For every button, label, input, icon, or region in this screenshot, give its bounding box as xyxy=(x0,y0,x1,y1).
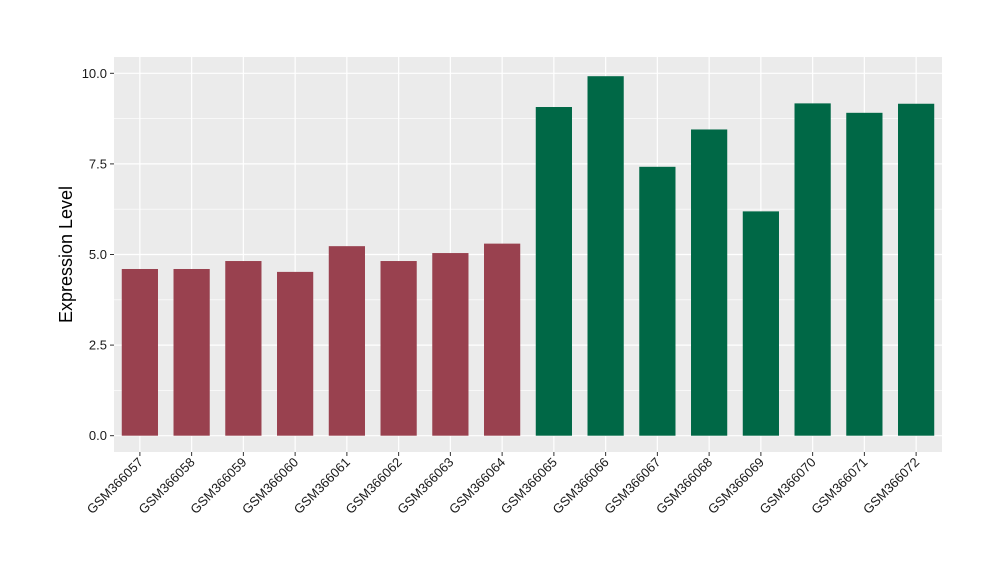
bar-GSM366065 xyxy=(535,107,572,436)
y-axis-title: Expression Level xyxy=(56,186,76,323)
x-axis: GSM366057GSM366058GSM366059GSM366060GSM3… xyxy=(84,452,922,517)
bar-GSM366072 xyxy=(898,103,935,436)
bar-GSM366066 xyxy=(587,76,624,436)
x-tick-label: GSM366072 xyxy=(860,455,922,517)
bar-GSM366070 xyxy=(794,103,831,436)
y-tick-label: 10.0 xyxy=(82,66,107,81)
y-axis: 0.0 2.5 5.0 7.5 10.0 xyxy=(82,66,114,443)
bar-GSM366063 xyxy=(432,253,469,436)
y-tick-label: 2.5 xyxy=(89,338,107,353)
y-tick-label: 7.5 xyxy=(89,156,107,171)
bar-GSM366058 xyxy=(173,268,210,436)
bar-GSM366064 xyxy=(484,243,521,436)
bar-GSM366059 xyxy=(225,261,262,436)
bar-GSM366057 xyxy=(121,268,158,436)
y-tick-label: 5.0 xyxy=(89,247,107,262)
y-tick-label: 0.0 xyxy=(89,428,107,443)
bar-GSM366071 xyxy=(846,112,883,436)
bars xyxy=(121,76,935,436)
bar-GSM366060 xyxy=(277,271,314,436)
bar-GSM366067 xyxy=(639,166,676,436)
bar-GSM366069 xyxy=(742,211,779,436)
bar-GSM366061 xyxy=(328,246,365,436)
bar-GSM366062 xyxy=(380,261,417,436)
bar-GSM366068 xyxy=(691,129,728,436)
